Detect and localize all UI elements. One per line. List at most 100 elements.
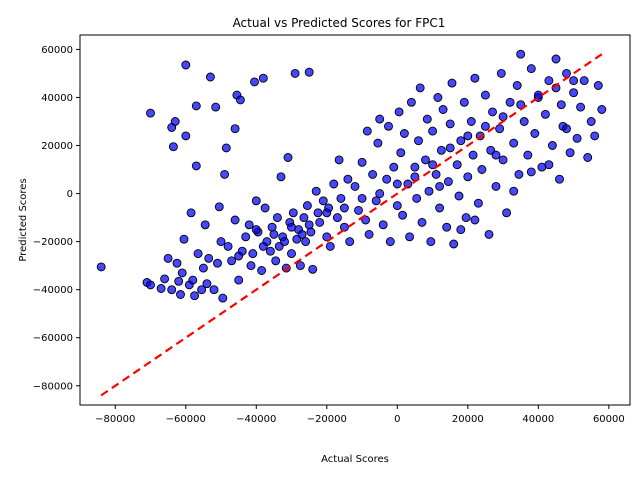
data-point-145 bbox=[470, 73, 480, 83]
data-point-38 bbox=[221, 143, 231, 153]
data-point-108 bbox=[389, 162, 399, 172]
data-point-73 bbox=[295, 261, 305, 271]
data-point-217 bbox=[562, 124, 571, 134]
data-point-166 bbox=[530, 129, 540, 138]
data-point-181 bbox=[579, 76, 589, 86]
data-point-215 bbox=[526, 167, 536, 177]
plot-frame bbox=[79, 34, 631, 406]
data-point-40 bbox=[227, 256, 237, 266]
data-point-68 bbox=[287, 249, 296, 259]
y-tick-label: 0 bbox=[67, 189, 73, 200]
data-point-162 bbox=[516, 49, 526, 59]
data-point-133 bbox=[443, 177, 453, 187]
data-point-16 bbox=[181, 60, 191, 70]
data-point-100 bbox=[368, 169, 378, 179]
data-point-200 bbox=[480, 121, 490, 131]
data-point-173 bbox=[555, 174, 564, 184]
data-point-142 bbox=[463, 172, 473, 182]
x-tick-label: 0 bbox=[394, 414, 400, 425]
data-point-103 bbox=[375, 114, 385, 124]
data-point-189 bbox=[287, 222, 296, 232]
data-point-112 bbox=[398, 210, 408, 220]
data-point-125 bbox=[426, 237, 436, 247]
data-point-106 bbox=[384, 121, 393, 131]
data-point-172 bbox=[551, 54, 561, 64]
data-point-22 bbox=[191, 161, 201, 171]
data-point-124 bbox=[424, 186, 434, 196]
data-point-137 bbox=[452, 160, 462, 170]
data-point-190 bbox=[304, 220, 314, 230]
data-point-20 bbox=[188, 275, 198, 285]
data-point-141 bbox=[461, 213, 471, 223]
data-point-88 bbox=[332, 213, 342, 223]
data-point-186 bbox=[597, 105, 607, 114]
data-point-174 bbox=[556, 100, 566, 110]
data-point-78 bbox=[306, 227, 316, 237]
data-point-66 bbox=[283, 153, 293, 162]
data-point-95 bbox=[354, 205, 363, 215]
data-point-89 bbox=[334, 155, 344, 165]
data-point-111 bbox=[396, 148, 406, 158]
data-point-90 bbox=[336, 193, 346, 203]
data-point-96 bbox=[357, 157, 367, 167]
data-point-105 bbox=[382, 174, 392, 184]
data-point-194 bbox=[375, 189, 385, 199]
data-point-163 bbox=[519, 117, 529, 126]
data-point-184 bbox=[590, 131, 600, 141]
data-point-211 bbox=[456, 225, 466, 235]
data-point-92 bbox=[343, 174, 353, 184]
data-point-2 bbox=[146, 280, 155, 290]
data-point-86 bbox=[325, 241, 335, 251]
data-point-80 bbox=[311, 186, 321, 196]
data-point-99 bbox=[364, 229, 374, 239]
data-point-74 bbox=[299, 213, 309, 223]
data-point-216 bbox=[544, 160, 554, 170]
data-point-158 bbox=[505, 97, 515, 107]
data-point-207 bbox=[258, 241, 268, 251]
data-point-75 bbox=[301, 237, 311, 247]
data-point-132 bbox=[442, 222, 452, 232]
data-point-148 bbox=[477, 165, 487, 174]
data-point-129 bbox=[435, 203, 445, 213]
y-tick-label: 40000 bbox=[41, 93, 73, 104]
data-point-212 bbox=[470, 215, 480, 225]
x-tick-label: −80000 bbox=[95, 414, 135, 425]
data-point-122 bbox=[421, 155, 430, 165]
data-point-143 bbox=[466, 117, 476, 126]
data-point-55 bbox=[258, 73, 268, 83]
data-point-54 bbox=[257, 266, 267, 275]
data-point-76 bbox=[302, 201, 312, 211]
data-point-146 bbox=[473, 198, 483, 208]
chart-title: Actual vs Predicted Scores for FPC1 bbox=[233, 16, 446, 30]
data-point-149 bbox=[480, 90, 490, 100]
data-point-193 bbox=[357, 193, 367, 203]
data-point-201 bbox=[498, 112, 508, 122]
data-point-208 bbox=[280, 237, 289, 247]
data-point-51 bbox=[250, 77, 259, 87]
data-point-128 bbox=[433, 93, 443, 102]
data-point-130 bbox=[436, 145, 446, 155]
data-point-185 bbox=[593, 81, 603, 90]
y-axis: −80000 −60000 −40000 −20000 0 20000 40000 60000 bbox=[33, 45, 80, 392]
data-point-114 bbox=[403, 179, 413, 189]
x-tick-label: 40000 bbox=[522, 414, 554, 425]
data-point-23 bbox=[191, 101, 201, 111]
data-point-45 bbox=[235, 95, 245, 105]
data-point-94 bbox=[350, 181, 360, 191]
data-point-157 bbox=[502, 208, 512, 218]
data-point-63 bbox=[276, 172, 286, 182]
data-point-177 bbox=[565, 148, 575, 158]
data-point-188 bbox=[269, 229, 279, 239]
data-point-139 bbox=[456, 136, 466, 146]
data-point-17 bbox=[181, 131, 191, 141]
data-point-109 bbox=[392, 201, 402, 211]
data-point-115 bbox=[405, 232, 415, 242]
data-point-210 bbox=[435, 181, 445, 191]
data-point-6 bbox=[163, 253, 173, 263]
x-tick-label: −60000 bbox=[166, 414, 206, 425]
x-tick-label: −20000 bbox=[307, 414, 347, 425]
data-point-159 bbox=[509, 138, 519, 148]
data-point-104 bbox=[378, 220, 388, 230]
data-point-7 bbox=[167, 285, 177, 295]
data-point-39 bbox=[223, 241, 233, 251]
